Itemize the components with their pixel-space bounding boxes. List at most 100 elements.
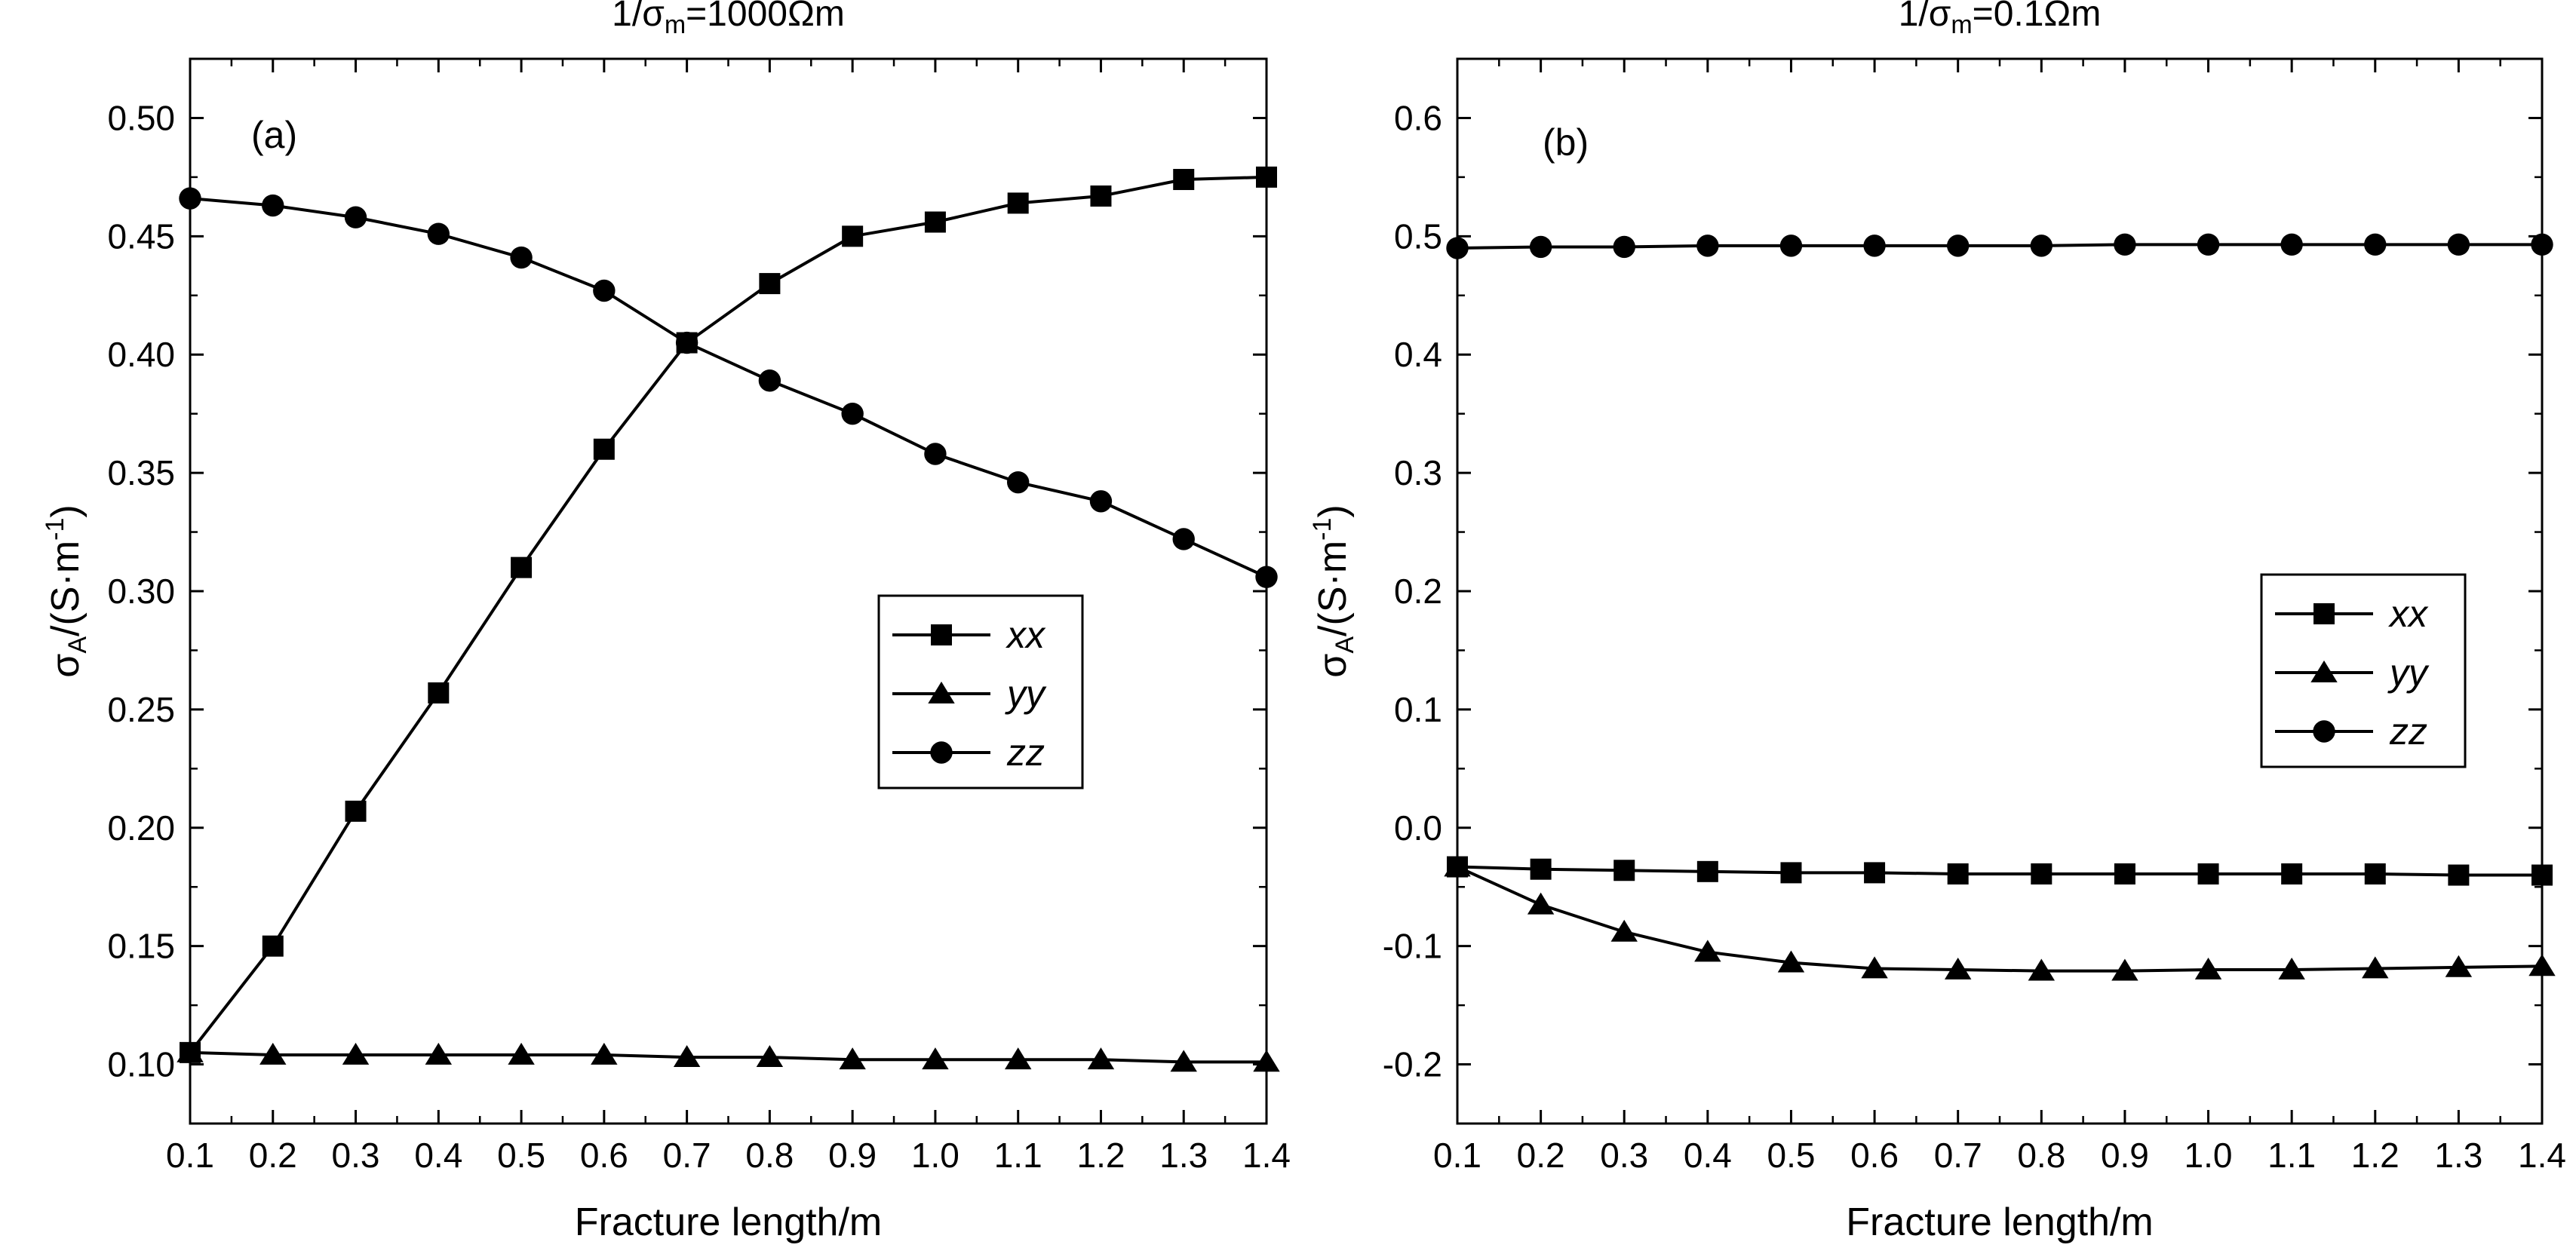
data-point-xx xyxy=(2364,863,2386,884)
data-point-yy xyxy=(2194,957,2222,980)
title-suffix: =1000Ωm xyxy=(686,0,845,34)
ylabel-symbol: σ xyxy=(1311,654,1355,678)
y-tick-label: 0.35 xyxy=(107,453,175,492)
x-tick-label: 0.6 xyxy=(1850,1136,1899,1175)
data-point-yy xyxy=(1004,1047,1032,1070)
legend-label: xx xyxy=(1006,614,1046,656)
legend-box xyxy=(2260,573,2467,768)
legend-label: zz xyxy=(2389,710,2427,753)
data-point-xx xyxy=(924,211,946,233)
data-point-zz xyxy=(924,443,947,465)
ylabel-close: ) xyxy=(1311,504,1355,517)
title-prefix: 1/σ xyxy=(1899,0,1951,34)
data-point-yy xyxy=(1527,892,1555,915)
legend: xx yy zz xyxy=(2260,573,2467,768)
series-yy xyxy=(1444,854,2556,981)
x-tick-label: 0.8 xyxy=(745,1136,794,1175)
x-tick-label: 0.1 xyxy=(166,1136,214,1175)
y-tick-label: 0.25 xyxy=(107,690,175,729)
data-point-zz xyxy=(427,222,450,245)
data-point-yy xyxy=(2111,958,2138,981)
data-point-yy xyxy=(1777,950,1805,973)
data-point-zz xyxy=(1529,235,1552,259)
ylabel-superscript: -1 xyxy=(1308,518,1337,541)
y-tick-label: 0.4 xyxy=(1394,335,1442,374)
x-tick-label: 1.4 xyxy=(1242,1136,1291,1175)
data-point-zz xyxy=(2114,233,2136,256)
legend-item-yy: yy xyxy=(892,673,1047,715)
legend-label: zz xyxy=(1006,731,1045,774)
y-tick-label: -0.1 xyxy=(1383,927,1442,966)
series-line-zz xyxy=(189,197,1267,578)
data-point-zz xyxy=(179,187,201,210)
ylabel-close: ) xyxy=(44,504,88,517)
legend: xx yy zz xyxy=(877,594,1084,789)
y-tick-label: 0.40 xyxy=(107,335,175,374)
x-tick-label: 1.4 xyxy=(2518,1136,2566,1175)
y-tick-label: 0.15 xyxy=(107,927,175,966)
data-point-yy xyxy=(508,1042,535,1065)
data-point-yy xyxy=(1253,1050,1280,1072)
y-tick-label: 0.5 xyxy=(1394,216,1442,256)
data-point-xx xyxy=(2531,864,2553,886)
x-tick-label: 1.3 xyxy=(2434,1136,2482,1175)
data-point-yy xyxy=(922,1047,949,1070)
data-point-yy xyxy=(1170,1050,1197,1072)
ylabel-units: /(S·m xyxy=(44,541,88,636)
ylabel-symbol: σ xyxy=(44,654,88,678)
data-point-xx xyxy=(511,556,533,578)
y-tick-label: 0.2 xyxy=(1394,572,1442,611)
x-tick-label: 0.3 xyxy=(1600,1136,1648,1175)
legend-label: xx xyxy=(2388,593,2429,635)
series-line-yy xyxy=(189,1050,1267,1064)
data-point-zz xyxy=(1089,490,1113,513)
data-point-zz xyxy=(675,331,698,354)
legend-item-zz: zz xyxy=(892,731,1045,774)
data-point-yy xyxy=(1610,919,1638,942)
data-point-xx xyxy=(759,273,781,295)
y-tick-label: 0.45 xyxy=(107,216,175,256)
y-tick-label: 0.50 xyxy=(107,98,175,137)
x-tick-label: 0.7 xyxy=(663,1136,711,1175)
y-tick-label: 0.6 xyxy=(1394,98,1442,137)
data-point-zz xyxy=(2197,233,2220,256)
legend-marker-xx xyxy=(2313,603,2335,624)
data-point-zz xyxy=(1006,471,1030,494)
legend-marker-zz xyxy=(2313,720,2335,743)
data-point-yy xyxy=(425,1042,453,1065)
title-subscript: m xyxy=(1951,11,1972,39)
data-point-yy xyxy=(756,1045,784,1068)
x-tick-label: 0.1 xyxy=(1433,1136,1481,1175)
data-point-xx xyxy=(1696,860,1718,882)
x-tick-label: 0.4 xyxy=(1684,1136,1732,1175)
data-point-zz xyxy=(2364,233,2387,256)
data-point-yy xyxy=(2028,958,2056,981)
x-tick-label: 0.6 xyxy=(580,1136,628,1175)
y-tick-label: 0.0 xyxy=(1394,808,1442,848)
data-point-xx xyxy=(1780,862,1802,884)
ylabel-superscript: -1 xyxy=(41,518,69,541)
data-point-zz xyxy=(1779,235,1803,257)
x-tick-label: 1.0 xyxy=(911,1136,959,1175)
data-point-zz xyxy=(841,402,864,425)
data-point-xx xyxy=(1613,860,1635,881)
data-point-zz xyxy=(758,369,781,392)
data-point-yy xyxy=(1944,957,1972,980)
series-zz xyxy=(179,187,1278,588)
data-point-zz xyxy=(1446,237,1469,259)
data-point-yy xyxy=(673,1045,701,1068)
x-tick-label: 1.1 xyxy=(994,1136,1042,1175)
y-axis-title: σA/(S·m-1) xyxy=(41,504,92,677)
legend-item-zz: zz xyxy=(2275,710,2427,753)
data-point-xx xyxy=(2197,863,2219,884)
data-point-xx xyxy=(345,800,367,822)
legend-item-yy: yy xyxy=(2275,651,2430,694)
data-point-yy xyxy=(1861,956,1888,979)
x-tick-label: 1.2 xyxy=(1076,1136,1125,1175)
data-point-xx xyxy=(2031,863,2053,884)
data-point-zz xyxy=(1946,235,1970,257)
data-point-xx xyxy=(1090,185,1112,207)
series-xx xyxy=(180,166,1277,1063)
ylabel-subscript: A xyxy=(1331,636,1359,654)
